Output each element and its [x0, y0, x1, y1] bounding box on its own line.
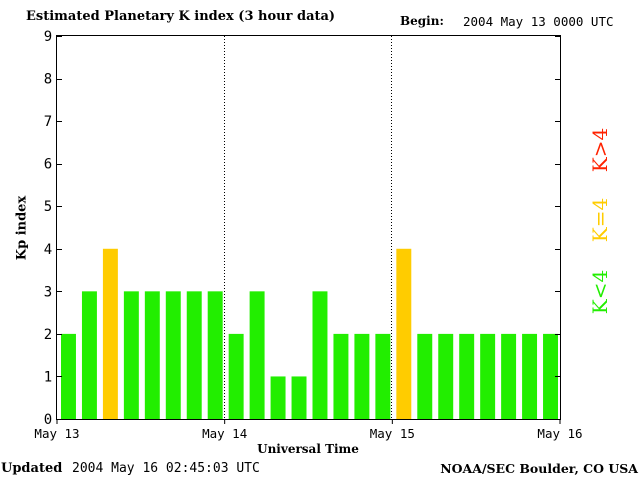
- kp-bar: [312, 291, 328, 419]
- kp-bar: [480, 333, 496, 419]
- kp-bar: [144, 291, 160, 419]
- y-tick-label: 4: [44, 242, 52, 258]
- bars-group: [61, 248, 558, 419]
- x-tick-label: May 15: [370, 426, 415, 441]
- y-axis-ticks: 0 1 2 3 4 5 6 7 8 9: [44, 29, 561, 428]
- legend-low: K<4: [588, 269, 612, 315]
- y-tick-label: 8: [44, 72, 52, 88]
- kp-bar: [61, 333, 76, 419]
- x-axis-ticks: May 13 May 14 May 15 May 16: [34, 419, 583, 441]
- kp-bar: [438, 333, 454, 419]
- x-tick-label: May 14: [202, 426, 247, 441]
- day-dividers: [224, 36, 392, 419]
- y-tick-label: 9: [44, 29, 52, 45]
- kp-bar: [333, 333, 349, 419]
- begin-label: Begin:: [400, 14, 444, 28]
- kp-bar: [459, 333, 475, 419]
- kp-bar: [207, 291, 223, 419]
- kp-bar: [186, 291, 202, 419]
- begin-value: 2004 May 13 0000 UTC: [463, 14, 614, 29]
- kp-bar: [354, 333, 370, 419]
- legend-equal: K=4: [588, 197, 612, 243]
- updated-label: Updated: [1, 461, 63, 476]
- kp-bar: [123, 291, 139, 419]
- kp-bar: [249, 291, 265, 419]
- kp-bar: [270, 376, 286, 419]
- y-tick-label: 6: [44, 157, 52, 173]
- y-tick-label: 0: [44, 412, 52, 428]
- kp-bar: [522, 333, 538, 419]
- kp-bar: [417, 333, 433, 419]
- kp-bar: [228, 333, 244, 419]
- kp-bar: [501, 333, 517, 419]
- plot-frame: [56, 35, 561, 420]
- kp-bar: [165, 291, 181, 419]
- credit-text: NOAA/SEC Boulder, CO USA: [440, 461, 638, 476]
- x-tick-label: May 13: [34, 426, 79, 441]
- kp-bar: [543, 333, 558, 419]
- y-tick-label: 1: [44, 369, 52, 385]
- y-tick-label: 3: [44, 284, 52, 300]
- y-tick-label: 5: [44, 199, 52, 215]
- legend-high: K>4: [588, 127, 612, 173]
- chart-title: Estimated Planetary K index (3 hour data…: [26, 9, 336, 24]
- kp-bar: [291, 376, 307, 419]
- kp-bar: [375, 333, 391, 419]
- updated-value: 2004 May 16 02:45:03 UTC: [72, 461, 260, 476]
- kp-bar: [102, 248, 118, 419]
- kp-bar: [396, 248, 412, 419]
- x-axis-label: Universal Time: [257, 442, 359, 456]
- y-axis-label: Kp index: [14, 195, 30, 261]
- y-tick-label: 2: [44, 327, 52, 343]
- y-tick-label: 7: [44, 114, 52, 130]
- kp-bar: [81, 291, 97, 419]
- x-tick-label: May 16: [537, 426, 582, 441]
